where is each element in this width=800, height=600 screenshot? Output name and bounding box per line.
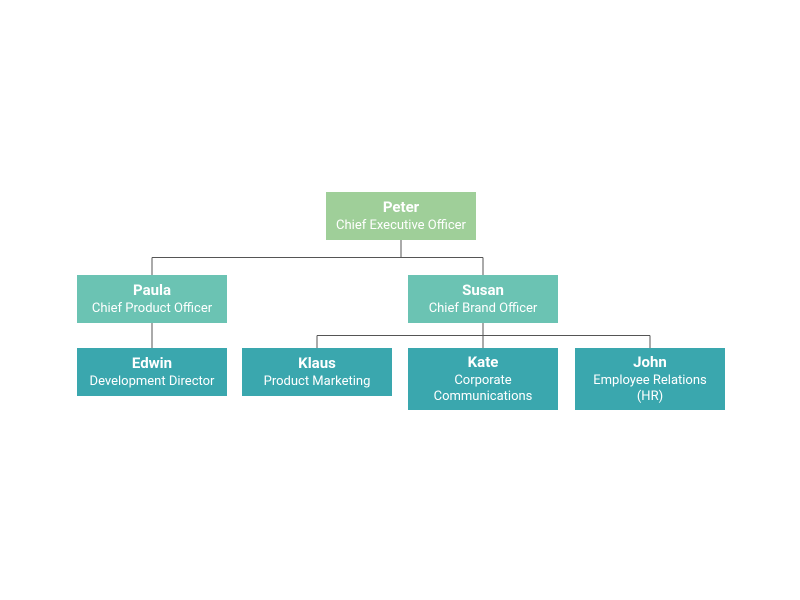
org-node-peter: Peter Chief Executive Officer [326, 192, 476, 240]
org-node-name: Susan [462, 281, 504, 299]
org-node-name: Edwin [132, 354, 172, 372]
org-node-edwin: Edwin Development Director [77, 348, 227, 396]
org-node-name: Kate [468, 353, 499, 371]
org-node-title: Chief Product Officer [92, 301, 212, 317]
org-node-title: Employee Relations (HR) [581, 373, 719, 406]
org-node-title: Corporate Communications [414, 373, 552, 406]
org-node-name: John [633, 353, 667, 371]
org-node-kate: Kate Corporate Communications [408, 348, 558, 410]
org-node-name: Klaus [298, 354, 336, 372]
org-node-john: John Employee Relations (HR) [575, 348, 725, 410]
org-node-susan: Susan Chief Brand Officer [408, 275, 558, 323]
org-node-title: Chief Brand Officer [429, 301, 538, 317]
org-node-title: Product Marketing [264, 374, 371, 390]
org-node-paula: Paula Chief Product Officer [77, 275, 227, 323]
org-node-klaus: Klaus Product Marketing [242, 348, 392, 396]
org-node-name: Paula [133, 281, 171, 299]
org-node-name: Peter [383, 198, 419, 216]
org-node-title: Development Director [90, 374, 215, 390]
org-node-title: Chief Executive Officer [336, 218, 466, 234]
